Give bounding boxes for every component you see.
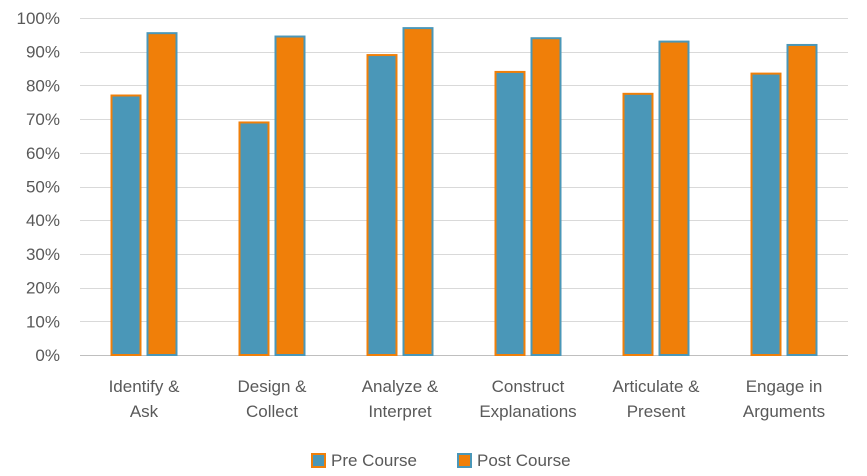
legend-swatch	[457, 453, 472, 468]
legend-label: Post Course	[477, 451, 571, 470]
y-tick-label: 90%	[26, 43, 60, 62]
y-tick-label: 50%	[26, 178, 60, 197]
y-tick-label: 40%	[26, 211, 60, 230]
x-axis-categories: Identify & Ask Design & Collect Analyze & Int…	[109, 377, 826, 421]
bar-post-course	[530, 37, 562, 356]
bar-post-course	[402, 27, 434, 357]
bar-pre-course	[494, 70, 526, 356]
y-tick-label: 80%	[26, 76, 60, 95]
x-category-label: Analyze & Interpret	[362, 377, 439, 421]
bar-pre-course	[110, 94, 142, 356]
bar-pre-course	[750, 72, 782, 356]
y-tick-label: 0%	[35, 346, 60, 365]
y-axis-ticks: 0% 10% 20% 30% 40% 50% 60% 70% 80% 90% 100%	[17, 9, 60, 365]
y-tick-label: 60%	[26, 144, 60, 163]
y-tick-label: 70%	[26, 110, 60, 129]
y-tick-label: 100%	[17, 9, 60, 28]
y-tick-label: 30%	[26, 245, 60, 264]
x-category-label: Engage in Arguments	[743, 377, 825, 421]
gridlines	[80, 18, 848, 356]
x-category-label: Design & Collect	[238, 377, 308, 421]
bar-post-course	[274, 35, 306, 356]
bar-post-course	[146, 32, 178, 356]
y-tick-label: 20%	[26, 279, 60, 298]
x-category-label: Construct Explanations	[479, 377, 576, 421]
bar-pre-course	[238, 121, 270, 356]
y-tick-label: 10%	[26, 312, 60, 331]
bar-post-course	[658, 40, 690, 357]
bar-post-course	[786, 43, 818, 357]
bar-pre-course	[622, 92, 654, 356]
legend-label: Pre Course	[331, 451, 417, 470]
x-category-label: Articulate & Present	[613, 377, 701, 421]
x-category-label: Identify & Ask	[109, 377, 181, 421]
legend: Pre Course Post Course	[311, 451, 571, 470]
legend-swatch	[311, 453, 326, 468]
bars	[110, 27, 818, 357]
bar-pre-course	[366, 54, 398, 356]
